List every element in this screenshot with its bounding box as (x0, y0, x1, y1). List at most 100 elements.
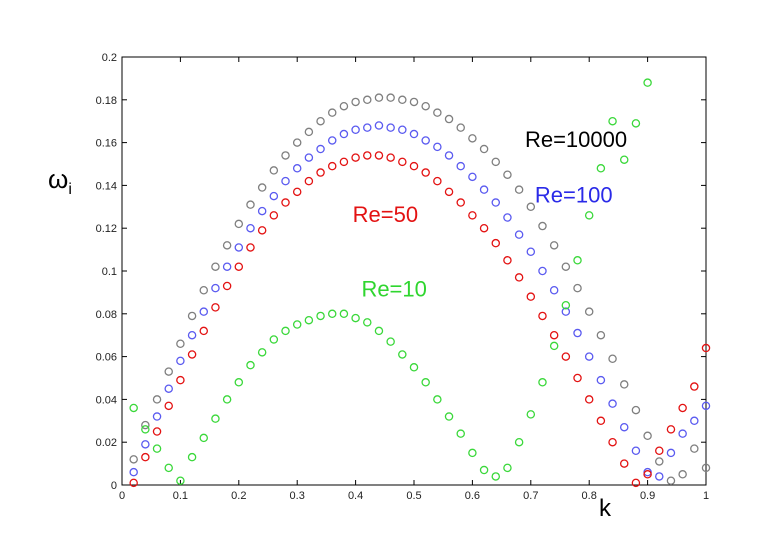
data-point (141, 440, 150, 449)
data-point (690, 444, 699, 453)
data-point (655, 457, 664, 466)
annotation-label: Re=100 (535, 183, 613, 208)
data-point (199, 286, 209, 295)
data-point (549, 286, 559, 295)
data-point (351, 125, 360, 135)
data-point (327, 108, 337, 117)
data-point (538, 378, 547, 387)
data-point (304, 315, 314, 325)
data-point (269, 166, 279, 175)
data-point (141, 425, 150, 434)
data-point (456, 198, 465, 207)
data-point (444, 114, 454, 124)
data-point (409, 161, 419, 171)
data-point (701, 401, 711, 411)
data-point (421, 168, 430, 177)
data-point (491, 198, 501, 207)
data-point (187, 330, 197, 340)
data-point (409, 97, 419, 107)
data-point (503, 170, 512, 179)
data-point (573, 373, 582, 383)
y-tick-label: 0.08 (96, 309, 117, 321)
data-point (608, 437, 617, 447)
data-point (246, 360, 255, 370)
y-tick-label: 0 (111, 480, 117, 492)
data-point (164, 401, 173, 411)
y-axis-title-symbol: ω (48, 164, 68, 194)
data-point (655, 446, 664, 456)
x-tick-label: 0.2 (231, 490, 246, 502)
data-point (222, 281, 232, 291)
data-point (561, 307, 571, 316)
y-tick-label: 0.12 (96, 223, 117, 235)
data-point (631, 446, 641, 456)
data-point (666, 476, 676, 485)
data-point (374, 121, 384, 130)
data-point (129, 455, 138, 464)
data-point (292, 164, 302, 173)
x-tick-label: 0.4 (348, 490, 363, 502)
x-tick-label: 0.5 (406, 490, 421, 502)
data-point (187, 452, 197, 462)
y-axis-title-subscript: i (68, 181, 72, 198)
data-point (608, 116, 617, 126)
data-point (304, 153, 314, 162)
data-point (444, 412, 454, 421)
data-point (421, 136, 430, 145)
data-point (643, 470, 652, 479)
data-point (327, 309, 337, 319)
data-point (339, 129, 349, 139)
data-point (386, 123, 395, 132)
data-point (561, 300, 571, 310)
data-point (468, 211, 477, 220)
data-point (257, 206, 267, 216)
data-point (479, 144, 489, 154)
data-point (363, 95, 372, 105)
data-point (234, 378, 244, 387)
data-point (549, 341, 559, 351)
data-point (690, 382, 699, 391)
data-point (584, 211, 594, 220)
data-point (631, 405, 641, 415)
data-point (363, 151, 372, 160)
data-point (701, 343, 711, 353)
data-point (152, 395, 162, 404)
data-point (643, 431, 652, 441)
data-point (584, 352, 594, 361)
data-point (584, 307, 594, 316)
data-point (433, 142, 442, 152)
data-point (666, 425, 676, 434)
data-point (281, 151, 290, 160)
data-point (398, 350, 407, 359)
data-point (468, 448, 477, 458)
y-tick-label: 0.04 (96, 394, 117, 406)
data-point (561, 262, 571, 271)
data-point (363, 123, 372, 132)
data-point (304, 176, 314, 186)
data-point (257, 348, 267, 357)
data-point (386, 93, 395, 102)
data-point (339, 309, 349, 319)
data-point (479, 185, 489, 194)
y-tick-label: 0.02 (96, 437, 117, 449)
data-point (176, 375, 185, 385)
series-layer (129, 78, 711, 488)
y-tick-label: 0.16 (96, 138, 117, 150)
data-point (164, 463, 173, 473)
data-point (514, 185, 524, 194)
annotation-label: Re=10000 (525, 127, 627, 152)
data-point (514, 273, 524, 282)
data-point (246, 243, 255, 252)
data-point (491, 472, 501, 481)
data-point (433, 176, 442, 186)
data-point (222, 395, 232, 404)
x-tick-label: 0.7 (523, 490, 538, 502)
data-point (339, 157, 349, 167)
data-point (538, 221, 547, 231)
y-tick-label: 0.2 (102, 52, 117, 64)
data-point (211, 283, 220, 293)
data-point (678, 429, 687, 438)
data-point (269, 191, 279, 201)
data-point (444, 187, 454, 197)
